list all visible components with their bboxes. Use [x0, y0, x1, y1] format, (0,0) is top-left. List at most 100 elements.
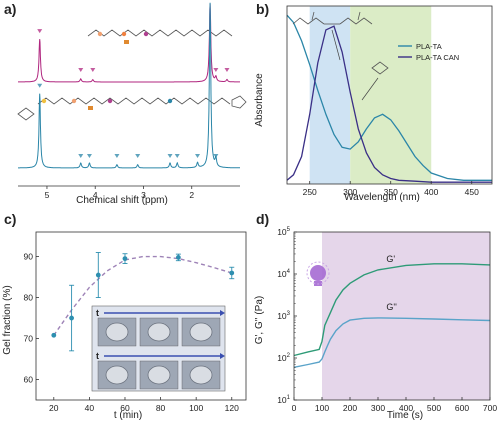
gel-fraction-point — [175, 255, 181, 260]
panel-b-axes: 250 300 350 400 450 — [286, 5, 493, 197]
panel-d-y-tick-exponent: 4 — [287, 269, 291, 275]
peak-marker — [213, 154, 219, 158]
panel-c-x-tick-label: 80 — [156, 403, 166, 413]
gel-fraction-point — [95, 272, 101, 278]
panel-c-x-tick-label: 40 — [85, 403, 95, 413]
panel-d-x-axis-label: Time (s) — [387, 410, 423, 421]
panel-b-frame — [286, 5, 493, 185]
panel-d-y-tick-exponent: 2 — [287, 353, 291, 359]
peak-marker — [37, 83, 43, 88]
panel-d-series: G' G'' — [293, 254, 491, 368]
peak-marker — [174, 154, 180, 158]
panel-a-x-axis-label: Chemical shift (ppm) — [76, 195, 168, 206]
lightbulb-icon — [306, 261, 330, 286]
panel-d-x-tick-label: 600 — [455, 403, 469, 413]
panel-a-tick-label: 2 — [189, 190, 194, 200]
panel-b-tick-label: 450 — [465, 187, 479, 197]
gel-fraction-point — [51, 332, 57, 338]
panel-c-axes: 20 40 60 80 100 120 60 70 80 90 — [24, 231, 247, 413]
nmr-spectrum-magenta — [18, 3, 240, 83]
panel-c-x-tick-label: 20 — [49, 403, 59, 413]
vial — [189, 365, 213, 385]
panel-b-x-axis-label: Wavelength (nm) — [344, 192, 420, 203]
legend-label: PLA-TA CAN — [416, 53, 459, 62]
panel-b-series — [286, 14, 492, 183]
panel-b-tick-label: 350 — [384, 187, 398, 197]
panel-a-tick-label: 3 — [141, 190, 146, 200]
peak-marker — [167, 154, 173, 158]
vial — [147, 365, 171, 385]
vial — [105, 365, 129, 385]
panel-letter-a: a) — [4, 1, 16, 17]
peak-marker — [114, 154, 120, 158]
panel-d-y-axis-label: G', G'' (Pa) — [254, 296, 265, 345]
panel-c-x-tick-label: 120 — [225, 403, 239, 413]
panel-d-y-tick-label: 105 — [277, 227, 290, 237]
panel-d-y-tick-label: 104 — [277, 269, 290, 279]
panel-c-y-tick-label: 90 — [24, 252, 34, 262]
panel-a-tick-label: 5 — [45, 190, 50, 200]
panel-d-y-tick-label: 103 — [277, 311, 290, 321]
panel-d-x-tick-label: 100 — [315, 403, 329, 413]
peak-marker — [213, 68, 219, 72]
marker-dot-magenta-2 — [107, 98, 113, 104]
marker-dot-magenta — [143, 31, 149, 37]
inset-label-t-bottom: t — [96, 351, 99, 361]
panel-letter-d: d) — [256, 211, 269, 227]
panel-c-fit — [53, 255, 233, 336]
nmr-spectrum-teal — [18, 2, 240, 169]
panel-b-bands — [309, 6, 432, 184]
panel-c-y-tick-label: 80 — [24, 293, 34, 303]
panel-d-x-tick-label: 500 — [427, 403, 441, 413]
panel-b-tick-label: 300 — [343, 187, 357, 197]
panel-d-y-tick-exponent: 3 — [287, 311, 291, 317]
panel-d: d) G' G'' 0 100 200 300 400 500 600 700 101 102 103… — [254, 211, 497, 421]
panel-d-y-tick-label: 102 — [277, 353, 290, 363]
vial — [105, 322, 129, 342]
panel-d-y-tick-exponent: 1 — [287, 395, 291, 401]
panel-c-y-axis-label: Gel fraction (%) — [2, 285, 13, 354]
panel-c-y-tick-label: 70 — [24, 334, 34, 344]
inset-arrowhead-top — [220, 310, 225, 316]
panel-a-x-axis: 5 4 3 2 — [18, 185, 240, 200]
marker-dot-peach — [71, 98, 77, 104]
panel-d-x-tick-label: 300 — [371, 403, 385, 413]
modulus-curve-label: G'' — [386, 302, 397, 312]
modulus-curve — [293, 317, 491, 368]
panel-c-x-axis-label: t (min) — [114, 410, 142, 421]
uv-curve-pla-ta-can — [286, 25, 492, 183]
peak-marker — [135, 154, 141, 158]
gel-fraction-point — [229, 270, 235, 276]
panel-c-x-tick-label: 100 — [189, 403, 203, 413]
panel-b-structure-sketch — [292, 11, 389, 101]
pla-ta-can-structure — [17, 95, 247, 121]
panel-d-x-tick-label: 0 — [292, 403, 297, 413]
peak-marker — [224, 68, 230, 72]
dithiolane-ring-b — [371, 61, 389, 75]
peak-marker — [78, 68, 84, 72]
dithiolane-ring-left — [17, 107, 35, 121]
modulus-curve-label: G' — [386, 254, 395, 264]
panel-a: a) 5 4 3 2 Chemical shift (ppm) — [4, 1, 247, 206]
marker-dot-teal — [167, 98, 173, 104]
pla-ta-structure-top — [87, 29, 233, 44]
marker-dot-orange-2 — [121, 31, 127, 37]
panel-d-band — [322, 232, 490, 400]
annotation-arrow-1 — [331, 29, 341, 61]
inset-arrowhead-bottom — [220, 353, 225, 359]
panel-letter-b: b) — [256, 1, 269, 17]
panel-b-y-axis-label: Absorbance — [254, 73, 265, 127]
legend-label: PLA-TA — [416, 42, 442, 51]
panel-c-inset: t t — [91, 305, 226, 392]
peak-marker — [37, 29, 43, 34]
marker-square-orange — [124, 40, 129, 44]
panel-letter-c: c) — [4, 211, 16, 227]
vial — [147, 322, 171, 342]
panel-b-tick-label: 400 — [424, 187, 438, 197]
panel-a-tick-label: 4 — [93, 190, 98, 200]
peak-marker — [86, 154, 92, 158]
marker-dot-orange — [97, 31, 103, 37]
panel-d-x-tick-label: 200 — [343, 403, 357, 413]
light-on-band — [322, 232, 490, 400]
